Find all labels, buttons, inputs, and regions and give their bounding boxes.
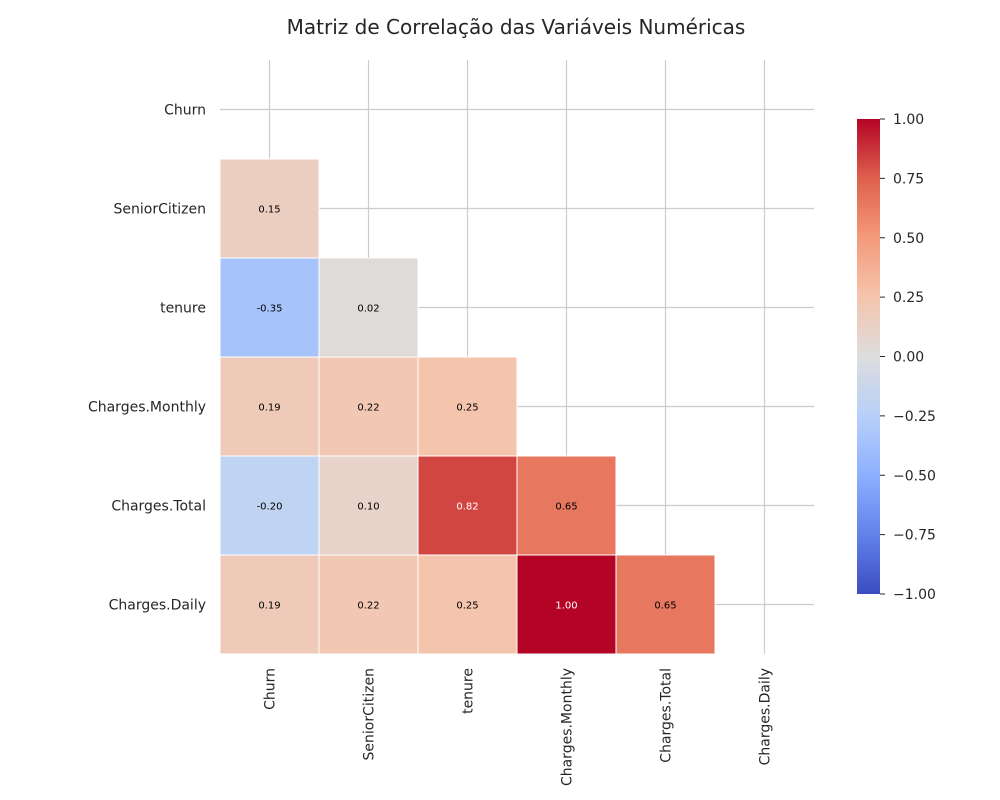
cell-value-label: 0.19 bbox=[258, 601, 280, 612]
x-tick-label: tenure bbox=[461, 668, 477, 714]
heatmap-cell bbox=[219, 455, 320, 556]
heatmap-cell bbox=[219, 158, 320, 259]
cell-value-label: 0.65 bbox=[555, 502, 577, 513]
colorbar: 1.00 0.75 0.50 0.25 0.00 −0.25 −0.50 −0.75 −1.00 bbox=[857, 112, 936, 603]
chart-title: Matriz de Correlação das Variáveis Numér… bbox=[287, 15, 746, 39]
heatmap-cell bbox=[318, 455, 419, 556]
colorbar-tick-label: 0.00 bbox=[893, 350, 924, 366]
heatmap-cell bbox=[219, 554, 320, 655]
cell-value-label: 0.65 bbox=[654, 601, 676, 612]
x-tick-label: Charges.Total bbox=[659, 668, 675, 763]
y-tick-label: Charges.Daily bbox=[109, 598, 206, 614]
x-tick-label: Charges.Daily bbox=[758, 668, 774, 765]
y-tick-label: Churn bbox=[164, 103, 206, 119]
heatmap-cells: 0.15 -0.35 0.02 0.19 0.22 0.25 -0.20 0.10 0.82 0.… bbox=[219, 158, 716, 655]
colorbar-ticks: 1.00 0.75 0.50 0.25 0.00 −0.25 −0.50 −0.75 −1.00 bbox=[880, 112, 936, 603]
heatmap-cell bbox=[219, 257, 320, 358]
cell-value-label: 0.25 bbox=[456, 601, 478, 612]
cell-value-label: 1.00 bbox=[555, 601, 577, 612]
heatmap-cell bbox=[318, 554, 419, 655]
cell-value-label: -0.35 bbox=[257, 304, 283, 315]
heatmap-cell bbox=[417, 554, 518, 655]
cell-value-label: 0.02 bbox=[357, 304, 379, 315]
colorbar-tick-label: −1.00 bbox=[893, 587, 936, 603]
x-tick-label: SeniorCitizen bbox=[362, 668, 378, 760]
cell-value-label: -0.20 bbox=[257, 502, 283, 513]
heatmap-cell bbox=[516, 455, 617, 556]
cell-value-label: 0.82 bbox=[456, 502, 478, 513]
colorbar-tick-label: 1.00 bbox=[893, 112, 924, 128]
x-tick-label: Churn bbox=[263, 668, 279, 710]
cell-value-label: 0.25 bbox=[456, 403, 478, 414]
colorbar-tick-label: 0.50 bbox=[893, 231, 924, 247]
y-tick-label: tenure bbox=[160, 301, 206, 317]
cell-value-label: 0.19 bbox=[258, 403, 280, 414]
cell-value-label: 0.22 bbox=[357, 403, 379, 414]
y-tick-label: Charges.Monthly bbox=[88, 400, 206, 416]
heatmap-cell bbox=[417, 356, 518, 457]
cell-value-label: 0.22 bbox=[357, 601, 379, 612]
colorbar-tick-label: −0.75 bbox=[893, 528, 936, 544]
y-tick-label: SeniorCitizen bbox=[114, 202, 206, 218]
cell-value-label: 0.15 bbox=[258, 205, 280, 216]
heatmap-cell bbox=[417, 455, 518, 556]
colorbar-gradient bbox=[857, 119, 880, 594]
heatmap-cell bbox=[516, 554, 617, 655]
colorbar-tick-label: −0.25 bbox=[893, 409, 936, 425]
heatmap-cell bbox=[318, 356, 419, 457]
colorbar-tick-label: −0.50 bbox=[893, 468, 936, 484]
y-axis-tick-labels: Churn SeniorCitizen tenure Charges.Monthly C… bbox=[88, 103, 206, 614]
colorbar-tick-label: 0.25 bbox=[893, 290, 924, 306]
heatmap-cell bbox=[615, 554, 716, 655]
x-axis-tick-labels: Churn SeniorCitizen tenure Charges.Monthly C… bbox=[263, 668, 774, 786]
x-tick-label: Charges.Monthly bbox=[560, 668, 576, 786]
cell-value-label: 0.10 bbox=[357, 502, 379, 513]
heatmap-cell bbox=[318, 257, 419, 358]
colorbar-tick-label: 0.75 bbox=[893, 171, 924, 187]
y-tick-label: Charges.Total bbox=[111, 499, 206, 515]
